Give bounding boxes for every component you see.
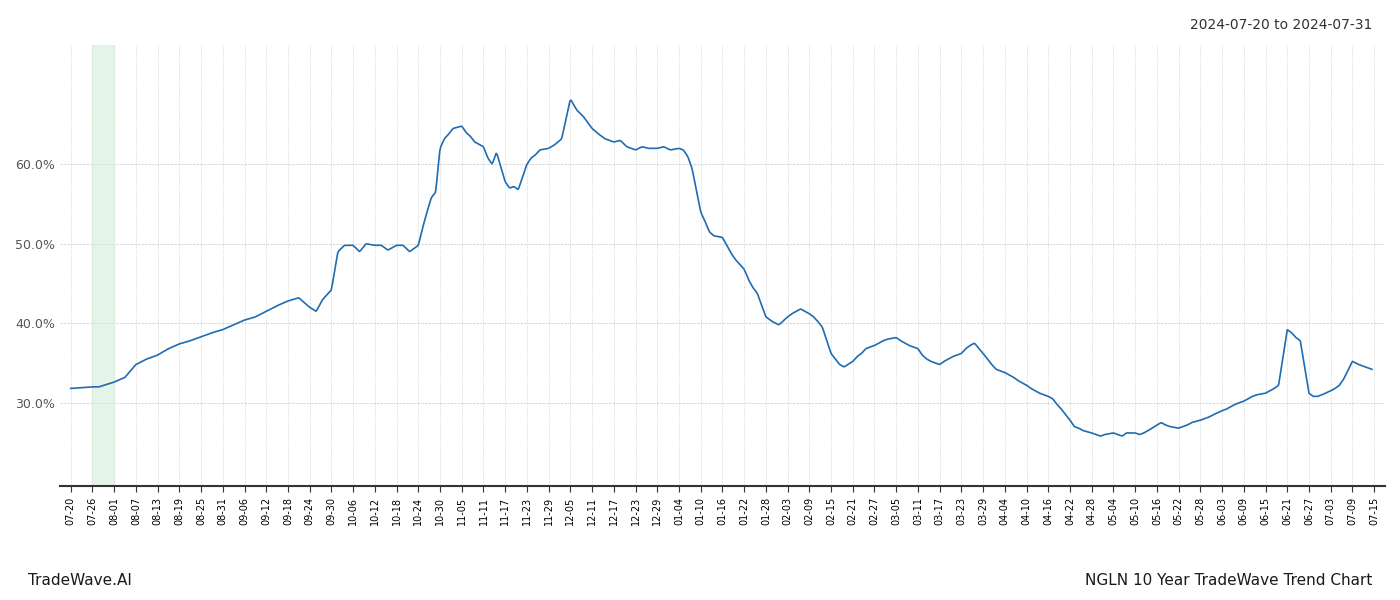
- Text: NGLN 10 Year TradeWave Trend Chart: NGLN 10 Year TradeWave Trend Chart: [1085, 573, 1372, 588]
- Text: TradeWave.AI: TradeWave.AI: [28, 573, 132, 588]
- Bar: [92, 45, 115, 486]
- Text: 2024-07-20 to 2024-07-31: 2024-07-20 to 2024-07-31: [1190, 18, 1372, 32]
